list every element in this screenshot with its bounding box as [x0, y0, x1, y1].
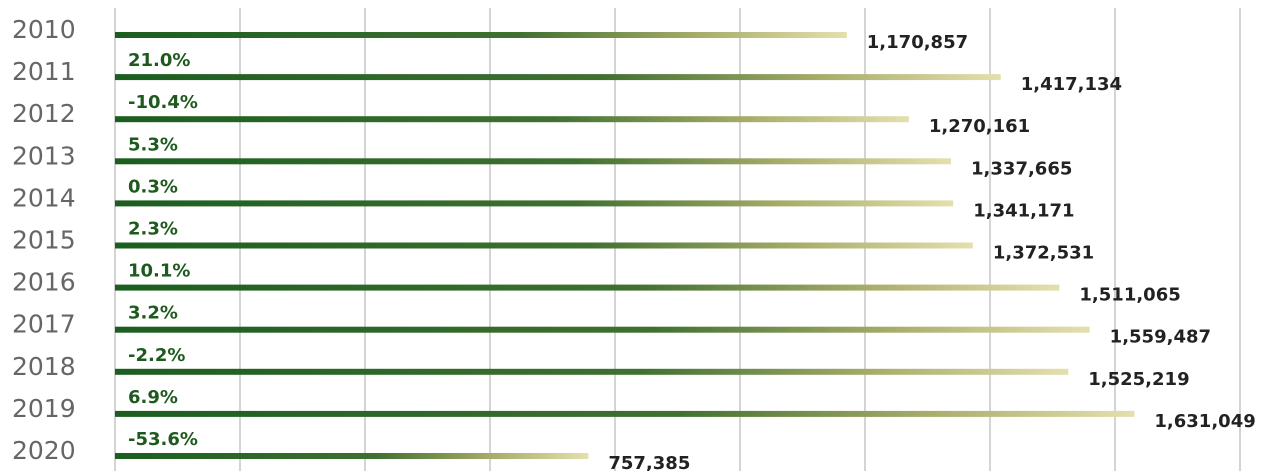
- value-label: 1,631,049: [1154, 411, 1255, 432]
- bar: [115, 410, 1135, 417]
- change-label: -10.4%: [128, 92, 198, 113]
- value-label: 1,511,065: [1079, 285, 1180, 306]
- value-label: 1,341,171: [973, 200, 1074, 221]
- y-tick-label: 2020: [12, 436, 76, 465]
- y-tick-label: 2017: [12, 310, 76, 339]
- change-label: -2.2%: [128, 345, 185, 366]
- bar: [115, 158, 952, 165]
- change-label: -53.6%: [128, 429, 198, 450]
- y-tick-label: 2018: [12, 352, 76, 381]
- y-tick-label: 2019: [12, 394, 76, 423]
- value-label: 1,525,219: [1088, 369, 1189, 390]
- bar: [115, 116, 909, 123]
- y-tick-label: 2016: [12, 268, 76, 297]
- bar: [115, 453, 589, 459]
- y-tick-label: 2015: [12, 226, 76, 255]
- bar: [115, 284, 1060, 291]
- y-tick-label: 2011: [12, 57, 76, 86]
- bar: [115, 200, 954, 207]
- change-label: 5.3%: [128, 134, 178, 155]
- change-label: 21.0%: [128, 50, 190, 71]
- change-label: 6.9%: [128, 387, 178, 408]
- value-label: 1,559,487: [1110, 327, 1211, 348]
- bar: [115, 74, 1001, 81]
- value-label: 1,170,857: [867, 32, 968, 53]
- change-label: 10.1%: [128, 261, 190, 282]
- bar: [115, 32, 847, 38]
- value-label: 1,372,531: [993, 243, 1094, 264]
- bar: [115, 326, 1090, 333]
- y-tick-label: 2010: [12, 15, 76, 44]
- y-tick-label: 2014: [12, 183, 76, 212]
- bar: [115, 242, 973, 249]
- y-tick-label: 2012: [12, 99, 76, 128]
- y-tick-label: 2013: [12, 141, 76, 170]
- value-label: 1,270,161: [929, 116, 1030, 137]
- change-label: 2.3%: [128, 219, 178, 240]
- value-label: 1,337,665: [971, 158, 1072, 179]
- bar: [115, 368, 1069, 375]
- value-label: 1,417,134: [1021, 74, 1122, 95]
- change-label: 3.2%: [128, 303, 178, 324]
- value-label: 757,385: [608, 453, 690, 471]
- change-label: 0.3%: [128, 176, 178, 197]
